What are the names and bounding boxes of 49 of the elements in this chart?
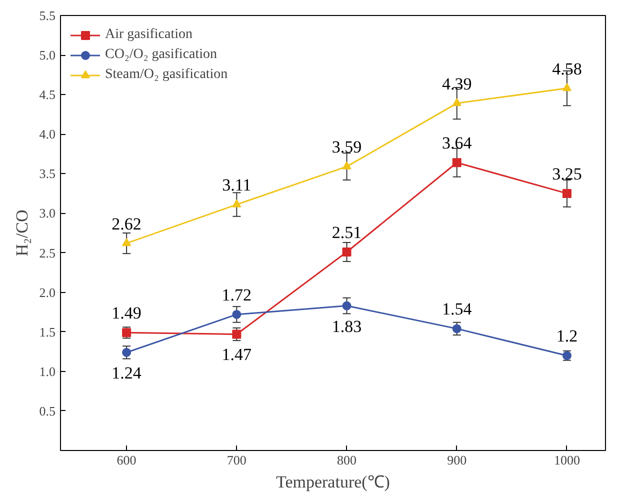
point	[452, 98, 462, 106]
legend-label: Steam/O₂ gasification	[105, 67, 228, 83]
point	[232, 310, 242, 319]
data-label: 2.62	[112, 214, 142, 234]
point	[342, 301, 352, 310]
y-axis-title: H₂/CO	[12, 210, 32, 256]
y-tick-label: 1.5	[39, 324, 56, 340]
data-label: 3.59	[332, 138, 362, 157]
legend-label: Air gasification	[105, 27, 192, 43]
data-label: 1.49	[112, 304, 142, 323]
data-label: 1.47	[222, 345, 252, 364]
y-tick-label: 4.5	[39, 87, 56, 102]
data-label: 1.2	[556, 326, 578, 346]
point	[452, 324, 462, 334]
point	[122, 238, 132, 246]
y-tick-label: 3.5	[39, 166, 56, 182]
legend-label: CO₂/O₂ gasification	[105, 47, 218, 63]
y-tick-label: 0.5	[39, 403, 56, 418]
data-label: 3.11	[222, 176, 252, 195]
point	[562, 83, 572, 92]
data-label: 3.64	[442, 134, 472, 153]
point	[562, 188, 572, 198]
point	[342, 247, 352, 256]
y-tick-label: 4.0	[39, 126, 56, 142]
point	[342, 161, 352, 170]
data-label: 3.25	[552, 164, 582, 184]
x-tick-label: 800	[337, 452, 357, 468]
data-label: 1.72	[222, 285, 252, 304]
data-label: 1.83	[332, 316, 362, 336]
data-label: 1.24	[112, 363, 142, 382]
point	[232, 199, 242, 208]
point	[452, 158, 462, 168]
data-label: 1.54	[442, 300, 472, 319]
x-axis-title: Temperature(℃)	[276, 472, 390, 492]
y-tick-label: 5.0	[39, 48, 56, 63]
point	[232, 330, 242, 339]
y-tick-label: 1.0	[39, 364, 56, 379]
y-tick-label: 3.0	[39, 206, 56, 221]
y-tick-label: 2.5	[39, 245, 56, 260]
data-label: 4.39	[442, 74, 472, 94]
x-tick-label: 900	[447, 452, 467, 468]
point	[122, 348, 132, 357]
y-tick-label: 2.0	[39, 284, 56, 300]
y-tick-label: 5.5	[39, 8, 56, 23]
x-tick-label: 1000	[554, 452, 580, 468]
data-label: 4.58	[552, 59, 582, 78]
x-tick-label: 600	[116, 452, 136, 468]
data-label: 2.51	[332, 222, 362, 242]
x-tick-label: 700	[226, 452, 246, 468]
